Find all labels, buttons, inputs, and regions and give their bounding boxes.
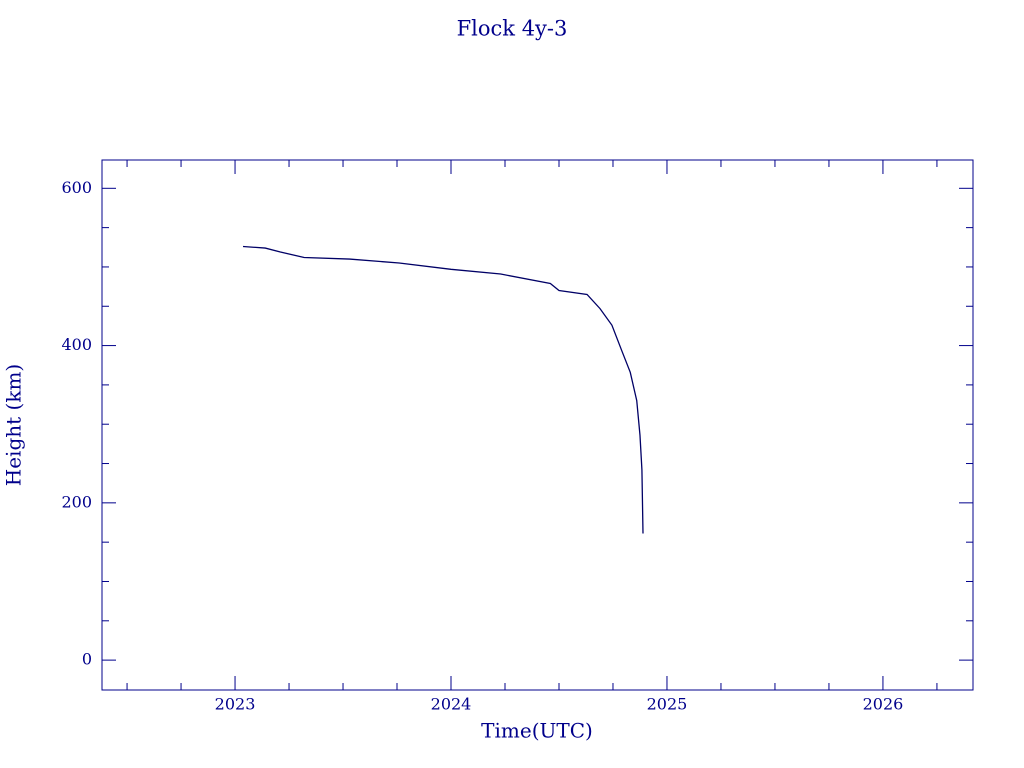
x-tick-label: 2024 [431,695,472,714]
y-axis-label: Height (km) [2,364,26,486]
y-tick-label: 400 [61,335,92,354]
x-tick-label: 2023 [215,695,256,714]
chart-title: Flock 4y-3 [457,17,568,41]
plot-frame [101,159,974,691]
data-line [242,245,644,534]
x-tick-label: 2025 [647,695,688,714]
x-tick-label: 2026 [863,695,904,714]
y-tick-label: 200 [61,492,92,511]
y-tick-label: 600 [61,178,92,197]
y-tick-label: 0 [82,650,92,669]
x-axis-label: Time(UTC) [481,719,593,743]
